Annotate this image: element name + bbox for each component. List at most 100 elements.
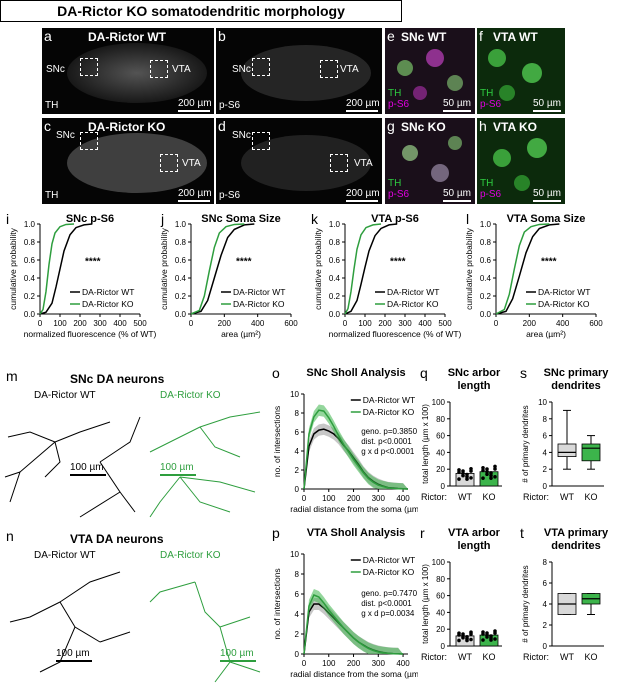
chart-title: SNc Sholl Analysis xyxy=(306,367,405,379)
y-tick-label: 0 xyxy=(441,642,446,651)
y-tick-label: 60 xyxy=(436,592,445,601)
y-tick-label: 0.2 xyxy=(24,292,36,301)
scale-label: 200 µm xyxy=(178,98,212,109)
legend-label: DA-Rictor WT xyxy=(233,287,285,297)
chart-i: i SNc p-S6 0.0 0.2 0.4 0.6 0.8 1.0 0 100 200 300 400… xyxy=(6,211,157,339)
y-axis-label: total length (µm x 100) xyxy=(421,404,430,484)
x-axis-label: radial distance from the soma (µm) xyxy=(290,669,418,679)
y-axis-label: cumulative probability xyxy=(313,227,323,309)
figure-title: DA-Rictor KO somatodendritic morphology xyxy=(0,0,402,22)
th-label: TH xyxy=(480,88,494,99)
panel-n: n VTA DA neurons DA-Rictor WT DA-Rictor … xyxy=(0,522,270,690)
y-tick-label: 0.2 xyxy=(175,292,187,301)
series-line xyxy=(495,223,560,315)
scale-bar-ko xyxy=(160,474,196,476)
x-tick-label: 0 xyxy=(302,659,307,668)
scale-bar xyxy=(533,200,561,202)
panel-letter: q xyxy=(420,365,428,381)
y-tick-label: 2 xyxy=(295,630,300,639)
vta-roi-box xyxy=(330,154,348,172)
scale-bar xyxy=(443,110,471,112)
legend-label: DA-Rictor WT xyxy=(387,287,439,297)
box xyxy=(557,443,577,457)
x-tick-label: 200 xyxy=(523,319,537,328)
y-tick-label: 0.0 xyxy=(175,310,187,319)
scale-bar xyxy=(533,110,561,112)
panel-title: DA-Rictor KO xyxy=(88,120,166,134)
panel-title: VTA KO xyxy=(493,120,537,134)
snc-roi-box xyxy=(252,58,270,76)
panel-letter: c xyxy=(44,118,51,134)
snc-label: SNc xyxy=(46,64,65,75)
y-tick-label: 0.4 xyxy=(175,274,187,283)
neuron-tracings xyxy=(9,571,261,683)
data-point xyxy=(481,465,485,470)
y-tick-label: 0.8 xyxy=(480,238,492,247)
x-tick-label: 400 xyxy=(418,319,432,328)
chart-title: length xyxy=(458,380,491,392)
data-point xyxy=(485,467,489,471)
y-tick-label: 20 xyxy=(436,465,445,474)
legend-label: DA-Rictor WT xyxy=(82,287,134,297)
data-point xyxy=(457,633,461,637)
stat-label: dist. p<0.0001 xyxy=(361,437,412,446)
x-tick-label: 0 xyxy=(343,319,348,328)
x-tick-label: 100 xyxy=(53,319,67,328)
panel-letter: h xyxy=(479,118,487,134)
y-tick-label: 10 xyxy=(290,550,299,559)
data-point xyxy=(485,472,489,477)
significance-label: **** xyxy=(236,257,252,268)
y-axis-label: no. of intersections xyxy=(272,406,282,477)
data-point xyxy=(469,476,473,480)
y-tick-label: 1.0 xyxy=(480,220,492,229)
ko-label: DA-Rictor KO xyxy=(160,390,221,401)
data-point xyxy=(493,467,497,471)
x-tick-label: 500 xyxy=(438,319,452,328)
ps6-label: p-S6 xyxy=(388,189,410,200)
x-axis-prefix: Rictor: xyxy=(421,652,447,662)
chart-title: SNc Soma Size xyxy=(201,213,280,225)
y-tick-label: 8 xyxy=(543,558,548,567)
x-tick-label: 600 xyxy=(589,319,603,328)
y-axis-label: total length (µm x 100) xyxy=(421,564,430,644)
significance-label: **** xyxy=(390,257,406,268)
y-tick-label: 0 xyxy=(295,650,300,659)
x-tick-label: 200 xyxy=(378,319,392,328)
scale-bar xyxy=(346,200,378,202)
vta-label: VTA xyxy=(182,158,201,169)
x-axis-label: normalized fluorescence (% of WT) xyxy=(329,329,462,339)
stain-label: p-S6 xyxy=(219,190,241,201)
data-point xyxy=(461,473,465,478)
scale-bar-wt xyxy=(56,660,92,662)
scale-bar-wt xyxy=(70,474,106,476)
data-point xyxy=(465,638,469,643)
y-tick-label: 80 xyxy=(436,575,445,584)
panel-h-image: h VTA KO TH p-S6 50 µm xyxy=(477,118,565,204)
series-line xyxy=(303,409,409,490)
scale-label-wt: 100 µm xyxy=(56,648,90,659)
stat-label: geno. p=0.3850 xyxy=(361,427,417,436)
y-tick-label: 4 xyxy=(543,448,548,457)
x-tick-label: 0 xyxy=(189,319,194,328)
y-axis-label: cumulative probability xyxy=(464,227,474,309)
x-tick-label: 0 xyxy=(302,494,307,503)
chart-title: SNc primary xyxy=(544,367,610,379)
y-tick-label: 4 xyxy=(295,610,300,619)
x-axis-label: radial distance from the soma (µm) xyxy=(290,504,418,514)
x-axis-prefix: Rictor: xyxy=(421,492,447,502)
legend-label: DA-Rictor KO xyxy=(363,407,415,417)
data-point xyxy=(493,631,497,635)
y-tick-label: 1.0 xyxy=(175,220,187,229)
chart-title: VTA primary xyxy=(544,527,609,539)
panel-letter: d xyxy=(218,118,226,134)
x-tick-label: 0 xyxy=(38,319,43,328)
bar xyxy=(479,471,499,487)
x-tick-label: WT xyxy=(458,492,472,502)
data-point xyxy=(457,638,461,643)
snc-label: SNc xyxy=(232,130,251,141)
y-tick-label: 8 xyxy=(295,409,300,418)
chart-title: SNc p-S6 xyxy=(66,213,114,225)
data-point xyxy=(481,638,485,642)
